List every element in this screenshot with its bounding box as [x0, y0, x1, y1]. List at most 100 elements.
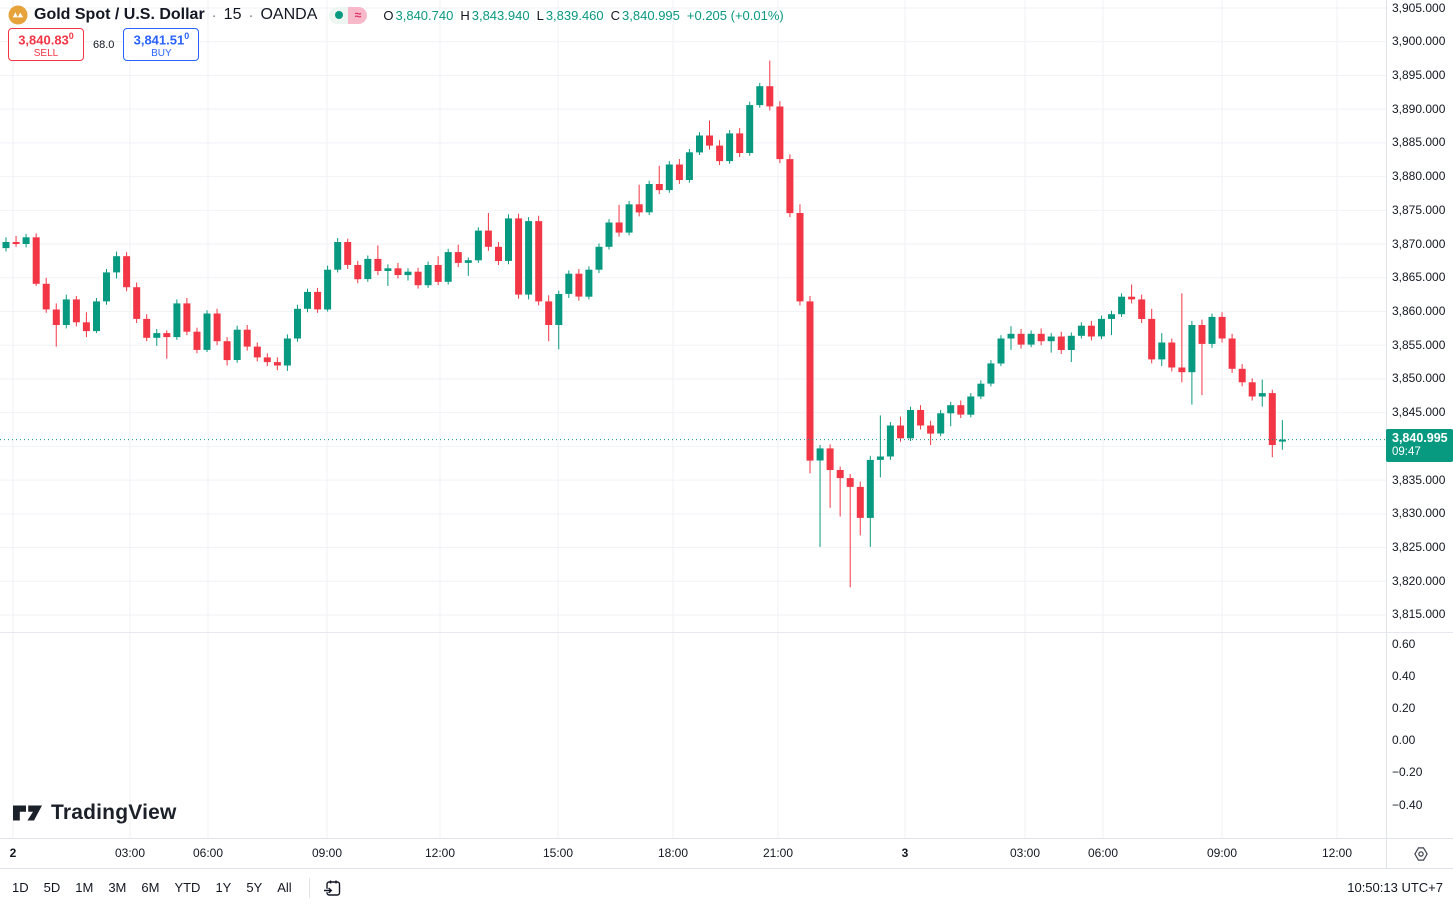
range-button-6m[interactable]: 6M: [141, 880, 160, 895]
candle: [836, 466, 844, 517]
candle: [113, 251, 121, 279]
candle: [133, 282, 141, 323]
settings-gear-icon[interactable]: [1412, 845, 1430, 863]
time-axis-label: 03:00: [114, 846, 146, 860]
candle: [52, 303, 60, 347]
sell-button[interactable]: 3,840.830 SELL: [8, 28, 84, 61]
buy-sell-panel: 3,840.830 SELL 68.0 3,841.510 BUY: [8, 28, 200, 61]
candle: [153, 329, 161, 346]
candle: [846, 474, 854, 588]
candle: [756, 82, 764, 108]
range-button-5d[interactable]: 5D: [43, 880, 61, 895]
candle: [163, 330, 171, 359]
time-axis-label: 3: [901, 846, 909, 860]
candle: [414, 267, 422, 289]
gold-symbol-icon: [8, 5, 28, 25]
candle: [143, 314, 151, 342]
exchange-label[interactable]: OANDA: [260, 6, 318, 23]
symbol-title[interactable]: Gold Spot / U.S. Dollar: [34, 6, 205, 23]
candle: [907, 406, 914, 441]
candle: [967, 393, 975, 418]
candle: [273, 357, 281, 371]
delayed-data-icon: ≈: [348, 6, 368, 24]
candle: [1057, 331, 1065, 354]
range-button-1d[interactable]: 1D: [12, 880, 29, 895]
time-axis-label: 06:00: [192, 846, 224, 860]
candle: [82, 312, 90, 338]
indicator-axis-label: 0.20: [1392, 700, 1416, 715]
range-button-ytd[interactable]: YTD: [174, 880, 201, 895]
market-status-pill[interactable]: ≈: [329, 6, 368, 24]
candle: [997, 335, 1005, 367]
range-button-1y[interactable]: 1Y: [215, 880, 232, 895]
time-axis-label: 03:00: [1009, 846, 1041, 860]
candle: [1027, 330, 1035, 348]
candle: [826, 444, 834, 508]
clock[interactable]: 10:50:13 UTC+7: [1347, 880, 1443, 895]
candle: [404, 268, 412, 281]
pane-separator[interactable]: [0, 632, 1453, 633]
candle: [173, 299, 181, 340]
candle: [786, 154, 794, 218]
candle: [42, 277, 50, 313]
change-value: +0.205 (+0.01%): [686, 7, 784, 23]
sell-button-label: SELL: [33, 47, 59, 59]
candle: [515, 213, 523, 299]
open-label: O: [383, 7, 394, 23]
candle: [1077, 322, 1085, 339]
candle: [1017, 329, 1025, 349]
candle: [776, 101, 784, 164]
price-axis-label: 3,900.000: [1392, 34, 1446, 49]
candle: [977, 380, 985, 400]
candle: [716, 140, 724, 166]
candle: [474, 227, 482, 263]
candle: [1278, 420, 1286, 450]
candle: [1208, 313, 1216, 348]
range-button-3m[interactable]: 3M: [108, 880, 127, 895]
low-label: L: [536, 7, 544, 23]
range-button-1m[interactable]: 1M: [75, 880, 94, 895]
tradingview-watermark: TradingView: [12, 801, 177, 825]
candle: [304, 288, 311, 313]
go-to-date-icon[interactable]: [322, 878, 342, 898]
current-price-value: 3,840.995: [1392, 431, 1448, 445]
candle: [203, 310, 211, 352]
buy-button[interactable]: 3,841.510 BUY: [123, 28, 200, 61]
buy-button-label: BUY: [151, 47, 172, 59]
time-axis-label: 15:00: [542, 846, 574, 860]
candlestick-plot[interactable]: [0, 0, 1453, 868]
candle: [93, 298, 100, 334]
indicator-axis-label: 0.00: [1392, 733, 1416, 748]
candle: [1178, 293, 1186, 383]
candle: [1228, 333, 1236, 373]
watermark-text: TradingView: [51, 801, 177, 824]
candle: [263, 353, 271, 367]
candle: [283, 334, 291, 371]
candle: [947, 401, 955, 427]
candle: [595, 243, 603, 274]
candle: [123, 252, 131, 292]
candle: [1047, 333, 1055, 353]
candle: [1108, 310, 1115, 336]
ohlc-readout: O 3,840.740 H 3,843.940 L 3,839.460 C 3,…: [383, 8, 783, 23]
candle: [1258, 379, 1266, 407]
range-button-all[interactable]: All: [277, 880, 292, 895]
candle: [495, 242, 502, 265]
candle: [736, 128, 744, 158]
price-axis-label: 3,905.000: [1392, 0, 1446, 15]
candle: [655, 165, 663, 195]
candle: [2, 237, 10, 252]
indicator-axis-label: −0.40: [1392, 797, 1423, 812]
candle: [1158, 333, 1166, 367]
candle: [213, 308, 221, 346]
candle: [565, 270, 573, 298]
range-button-5y[interactable]: 5Y: [246, 880, 263, 895]
market-open-icon: [329, 6, 349, 24]
candle: [12, 236, 20, 247]
interval-label[interactable]: 15: [223, 6, 242, 23]
time-axis-label: 21:00: [762, 846, 794, 860]
candle: [384, 264, 392, 286]
candle: [1067, 332, 1075, 363]
price-axis-label: 3,875.000: [1392, 202, 1446, 217]
candle: [856, 481, 864, 536]
